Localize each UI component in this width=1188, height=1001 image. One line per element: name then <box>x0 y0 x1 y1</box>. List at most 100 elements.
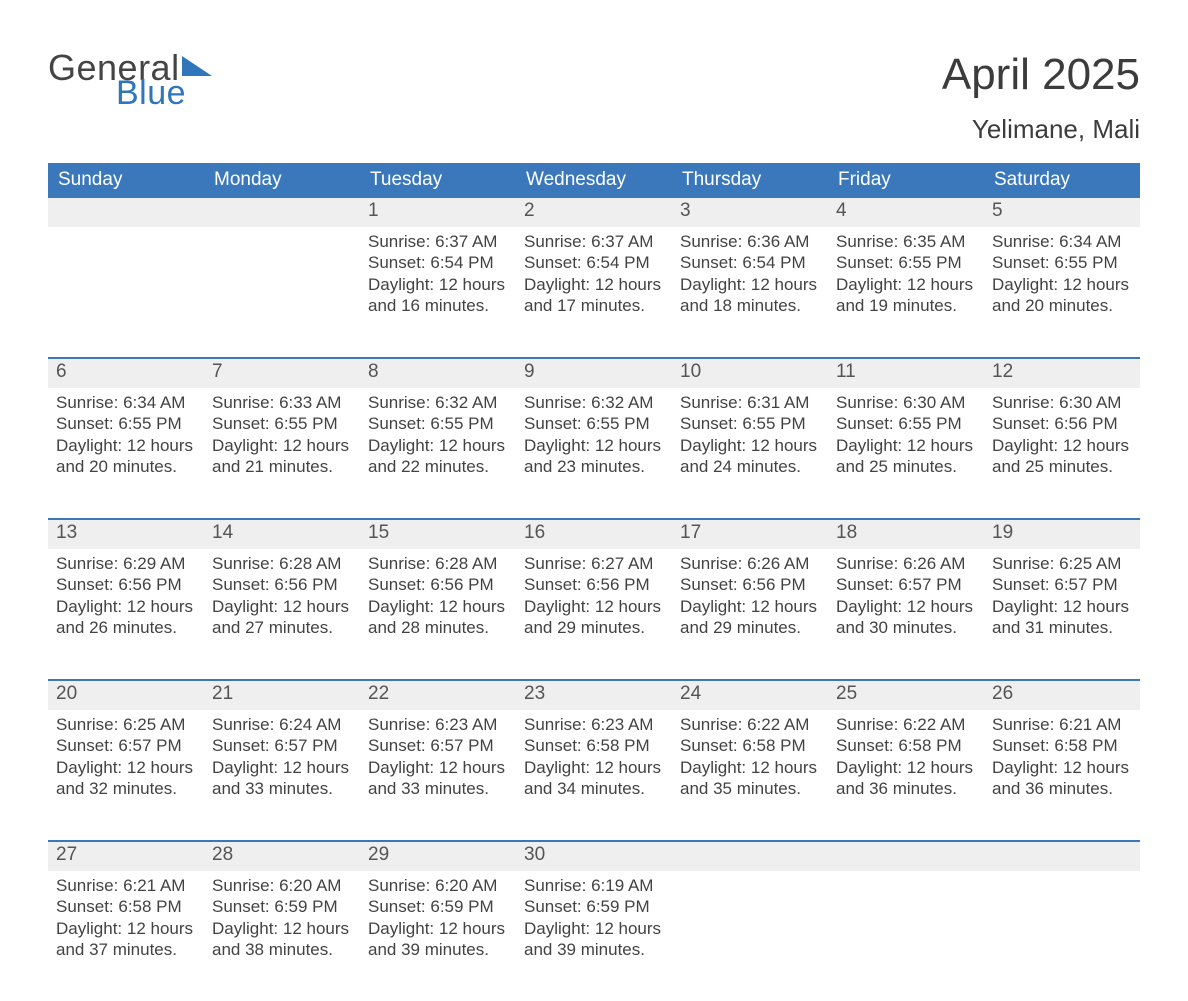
day-info-cell: Sunrise: 6:23 AMSunset: 6:57 PMDaylight:… <box>360 710 516 841</box>
day-info-cell: Sunrise: 6:34 AMSunset: 6:55 PMDaylight:… <box>48 388 204 519</box>
sunset-text: Sunset: 6:56 PM <box>212 574 352 595</box>
day-number-row: 27282930 <box>48 841 1140 871</box>
day-number-cell: 8 <box>360 358 516 388</box>
logo-word2: Blue <box>116 76 216 110</box>
sunset-text: Sunset: 6:55 PM <box>680 413 820 434</box>
sunrise-text: Sunrise: 6:32 AM <box>524 392 664 413</box>
day-info-cell: Sunrise: 6:28 AMSunset: 6:56 PMDaylight:… <box>204 549 360 680</box>
day-number-cell: 24 <box>672 680 828 710</box>
daylight-text-2: and 33 minutes. <box>212 778 352 799</box>
sunset-text: Sunset: 6:54 PM <box>524 252 664 273</box>
daylight-text-1: Daylight: 12 hours <box>836 596 976 617</box>
daylight-text-1: Daylight: 12 hours <box>524 435 664 456</box>
daylight-text-2: and 24 minutes. <box>680 456 820 477</box>
calendar-page: General Blue April 2025 Yelimane, Mali S… <box>0 0 1188 918</box>
day-info-cell: Sunrise: 6:37 AMSunset: 6:54 PMDaylight:… <box>516 227 672 358</box>
daylight-text-1: Daylight: 12 hours <box>56 435 196 456</box>
sunset-text: Sunset: 6:57 PM <box>836 574 976 595</box>
sunrise-text: Sunrise: 6:28 AM <box>212 553 352 574</box>
sunrise-text: Sunrise: 6:31 AM <box>680 392 820 413</box>
day-info-cell: Sunrise: 6:29 AMSunset: 6:56 PMDaylight:… <box>48 549 204 680</box>
sunset-text: Sunset: 6:54 PM <box>368 252 508 273</box>
day-number-cell: 26 <box>984 680 1140 710</box>
sunrise-text: Sunrise: 6:35 AM <box>836 231 976 252</box>
sunset-text: Sunset: 6:58 PM <box>524 735 664 756</box>
daylight-text-2: and 37 minutes. <box>56 939 196 960</box>
calendar-table: Sunday Monday Tuesday Wednesday Thursday… <box>48 163 1140 1001</box>
day-info-cell: Sunrise: 6:30 AMSunset: 6:56 PMDaylight:… <box>984 388 1140 519</box>
weekday-header: Monday <box>204 163 360 198</box>
daylight-text-2: and 39 minutes. <box>368 939 508 960</box>
day-info-cell: Sunrise: 6:21 AMSunset: 6:58 PMDaylight:… <box>984 710 1140 841</box>
daylight-text-1: Daylight: 12 hours <box>680 435 820 456</box>
daylight-text-1: Daylight: 12 hours <box>56 757 196 778</box>
sunrise-text: Sunrise: 6:34 AM <box>56 392 196 413</box>
day-info-cell <box>204 227 360 358</box>
day-number-cell: 27 <box>48 841 204 871</box>
daylight-text-2: and 36 minutes. <box>992 778 1132 799</box>
sunrise-text: Sunrise: 6:27 AM <box>524 553 664 574</box>
day-info-cell: Sunrise: 6:30 AMSunset: 6:55 PMDaylight:… <box>828 388 984 519</box>
daylight-text-1: Daylight: 12 hours <box>836 757 976 778</box>
day-number-cell: 18 <box>828 519 984 549</box>
sunrise-text: Sunrise: 6:23 AM <box>524 714 664 735</box>
day-info-cell: Sunrise: 6:22 AMSunset: 6:58 PMDaylight:… <box>828 710 984 841</box>
sunrise-text: Sunrise: 6:19 AM <box>524 875 664 896</box>
sunset-text: Sunset: 6:55 PM <box>836 413 976 434</box>
day-number-cell <box>204 198 360 227</box>
daylight-text-2: and 33 minutes. <box>368 778 508 799</box>
sunset-text: Sunset: 6:56 PM <box>524 574 664 595</box>
sunrise-text: Sunrise: 6:20 AM <box>368 875 508 896</box>
daylight-text-2: and 25 minutes. <box>992 456 1132 477</box>
daylight-text-1: Daylight: 12 hours <box>992 757 1132 778</box>
daylight-text-1: Daylight: 12 hours <box>524 274 664 295</box>
daylight-text-1: Daylight: 12 hours <box>836 435 976 456</box>
day-info-cell: Sunrise: 6:37 AMSunset: 6:54 PMDaylight:… <box>360 227 516 358</box>
day-info-cell: Sunrise: 6:31 AMSunset: 6:55 PMDaylight:… <box>672 388 828 519</box>
day-info-row: Sunrise: 6:34 AMSunset: 6:55 PMDaylight:… <box>48 388 1140 519</box>
day-number-cell: 23 <box>516 680 672 710</box>
daylight-text-1: Daylight: 12 hours <box>992 596 1132 617</box>
sunset-text: Sunset: 6:58 PM <box>680 735 820 756</box>
page-subtitle: Yelimane, Mali <box>942 114 1140 145</box>
day-info-cell: Sunrise: 6:20 AMSunset: 6:59 PMDaylight:… <box>360 871 516 1001</box>
daylight-text-1: Daylight: 12 hours <box>524 757 664 778</box>
daylight-text-1: Daylight: 12 hours <box>992 274 1132 295</box>
sunset-text: Sunset: 6:55 PM <box>524 413 664 434</box>
daylight-text-1: Daylight: 12 hours <box>368 596 508 617</box>
sunset-text: Sunset: 6:58 PM <box>992 735 1132 756</box>
day-number-cell: 25 <box>828 680 984 710</box>
sunrise-text: Sunrise: 6:36 AM <box>680 231 820 252</box>
sunrise-text: Sunrise: 6:21 AM <box>992 714 1132 735</box>
day-number-cell: 10 <box>672 358 828 388</box>
day-number-row: 20212223242526 <box>48 680 1140 710</box>
daylight-text-2: and 38 minutes. <box>212 939 352 960</box>
day-number-cell: 20 <box>48 680 204 710</box>
weekday-header: Sunday <box>48 163 204 198</box>
weekday-header: Wednesday <box>516 163 672 198</box>
day-info-cell: Sunrise: 6:35 AMSunset: 6:55 PMDaylight:… <box>828 227 984 358</box>
sunset-text: Sunset: 6:57 PM <box>212 735 352 756</box>
daylight-text-1: Daylight: 12 hours <box>680 757 820 778</box>
daylight-text-2: and 35 minutes. <box>680 778 820 799</box>
sunrise-text: Sunrise: 6:26 AM <box>836 553 976 574</box>
daylight-text-2: and 32 minutes. <box>56 778 196 799</box>
sunrise-text: Sunrise: 6:25 AM <box>992 553 1132 574</box>
sunrise-text: Sunrise: 6:26 AM <box>680 553 820 574</box>
sunset-text: Sunset: 6:56 PM <box>56 574 196 595</box>
day-number-cell: 30 <box>516 841 672 871</box>
sunrise-text: Sunrise: 6:37 AM <box>368 231 508 252</box>
daylight-text-1: Daylight: 12 hours <box>680 596 820 617</box>
day-info-cell: Sunrise: 6:22 AMSunset: 6:58 PMDaylight:… <box>672 710 828 841</box>
day-info-row: Sunrise: 6:25 AMSunset: 6:57 PMDaylight:… <box>48 710 1140 841</box>
day-info-cell: Sunrise: 6:33 AMSunset: 6:55 PMDaylight:… <box>204 388 360 519</box>
sunrise-text: Sunrise: 6:30 AM <box>992 392 1132 413</box>
title-block: April 2025 Yelimane, Mali <box>942 50 1140 145</box>
daylight-text-2: and 19 minutes. <box>836 295 976 316</box>
day-number-cell: 1 <box>360 198 516 227</box>
daylight-text-2: and 22 minutes. <box>368 456 508 477</box>
day-number-cell: 16 <box>516 519 672 549</box>
day-number-cell: 11 <box>828 358 984 388</box>
sunrise-text: Sunrise: 6:21 AM <box>56 875 196 896</box>
daylight-text-2: and 39 minutes. <box>524 939 664 960</box>
